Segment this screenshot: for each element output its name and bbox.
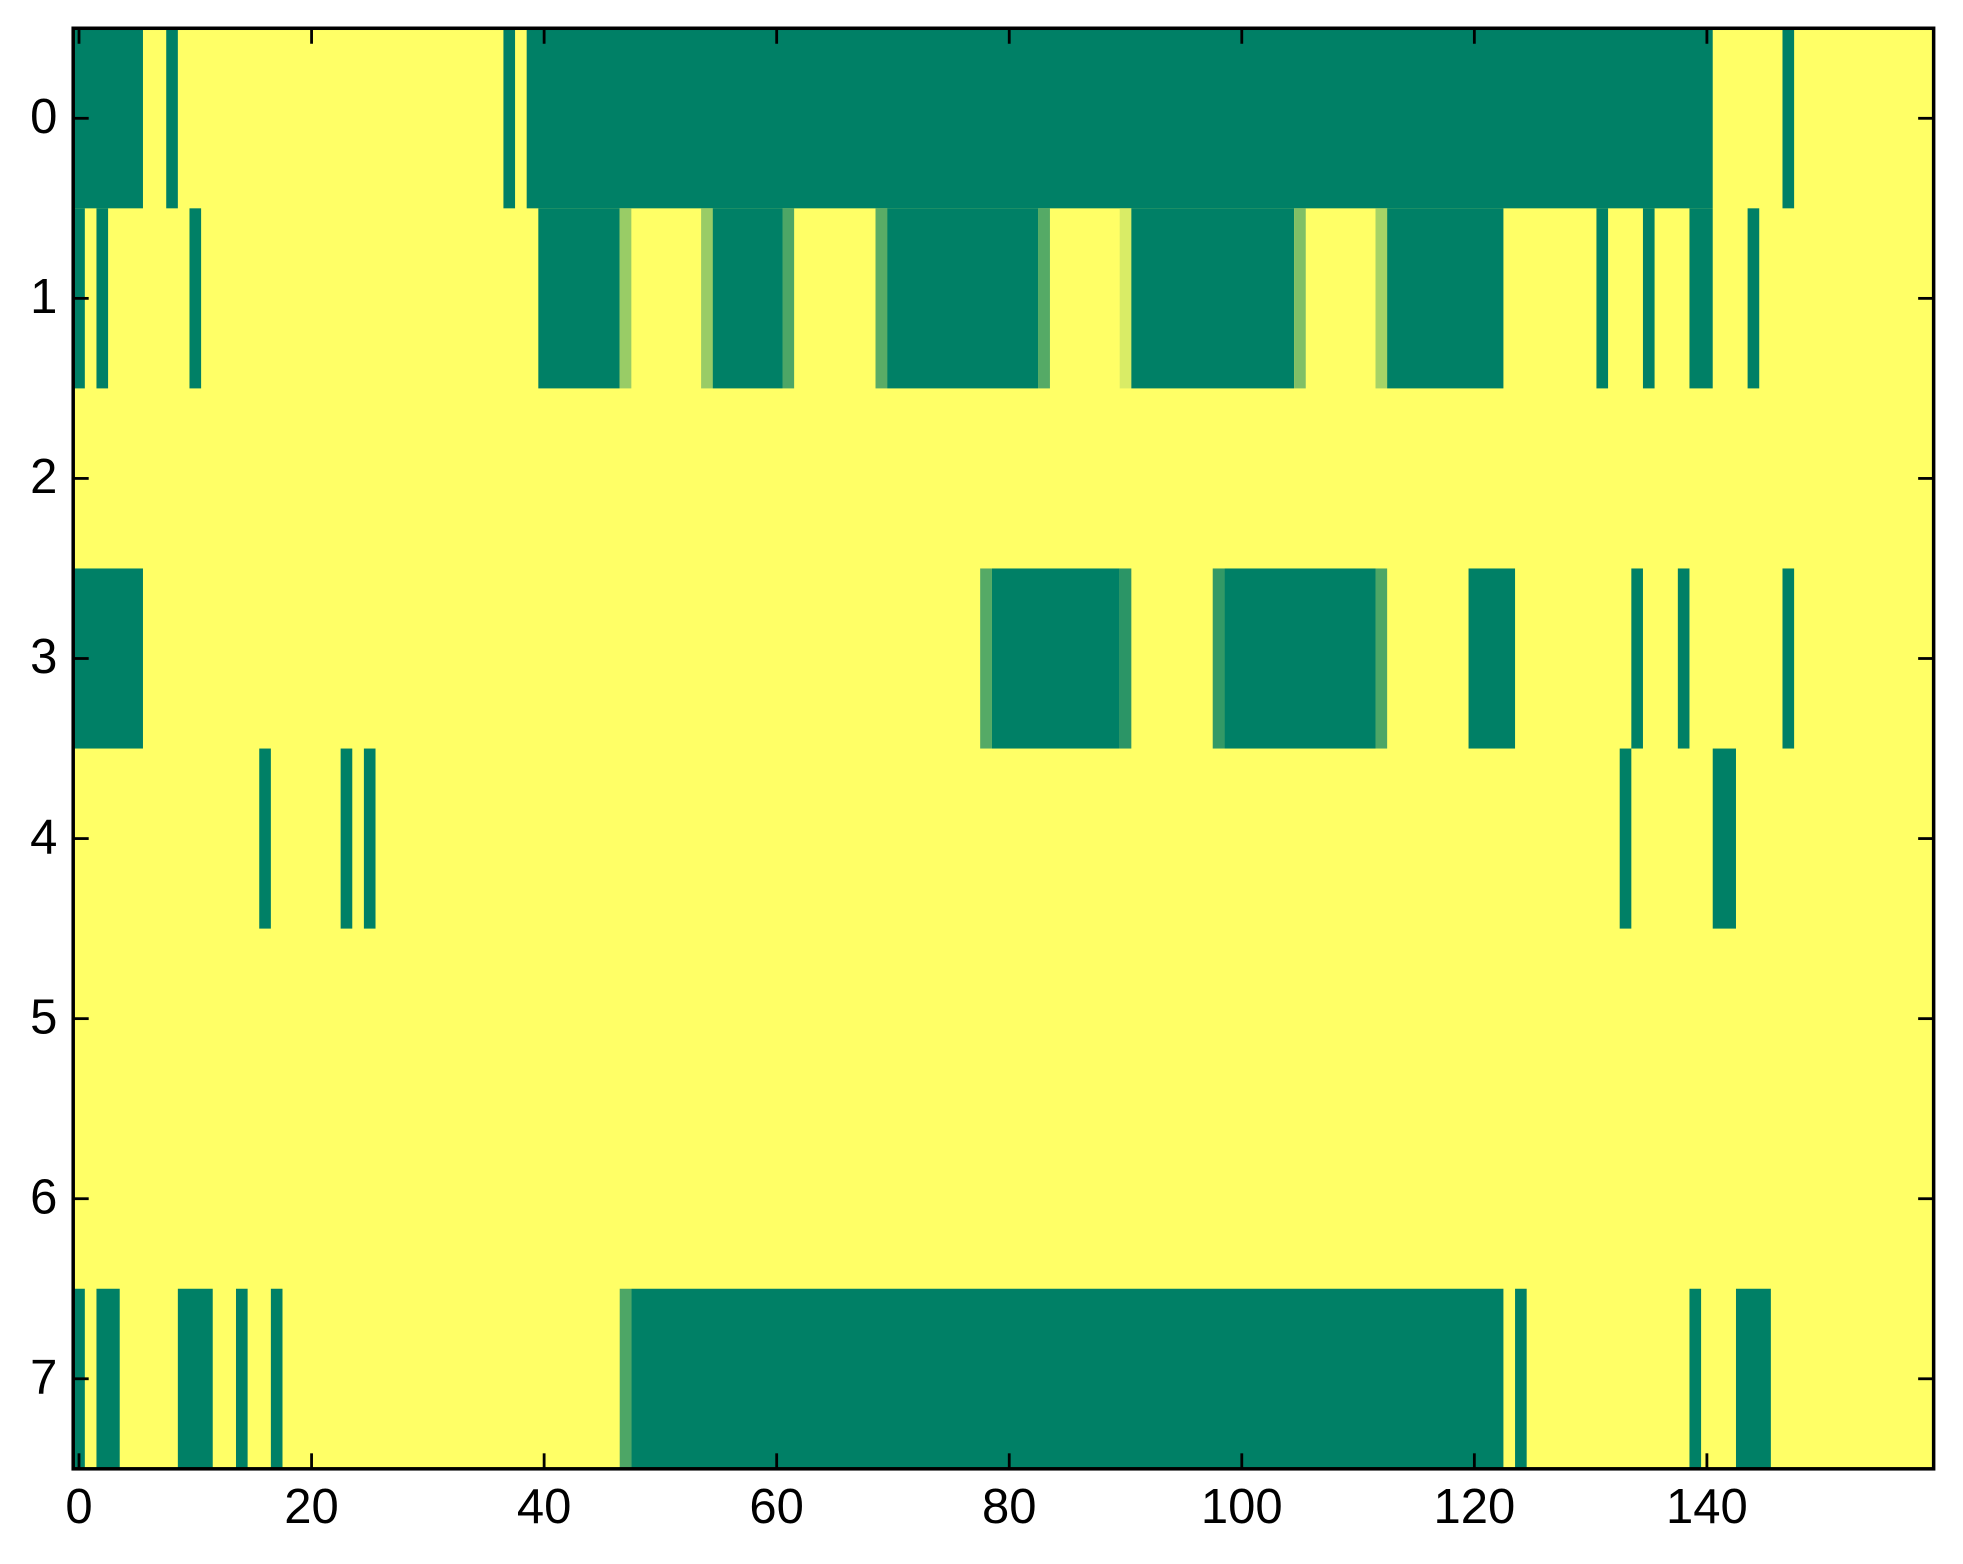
svg-text:0: 0 [30,90,57,144]
svg-text:40: 40 [517,1480,572,1534]
svg-text:20: 20 [284,1480,339,1534]
svg-text:7: 7 [30,1350,57,1404]
svg-text:60: 60 [749,1480,804,1534]
svg-text:6: 6 [30,1170,57,1224]
svg-text:5: 5 [30,990,57,1044]
svg-text:80: 80 [982,1480,1037,1534]
svg-text:120: 120 [1433,1480,1515,1534]
svg-text:2: 2 [30,450,57,504]
svg-text:140: 140 [1666,1480,1748,1534]
svg-text:0: 0 [65,1480,92,1534]
svg-text:4: 4 [30,810,57,864]
svg-text:1: 1 [30,270,57,324]
svg-text:100: 100 [1201,1480,1283,1534]
svg-text:3: 3 [30,630,57,684]
